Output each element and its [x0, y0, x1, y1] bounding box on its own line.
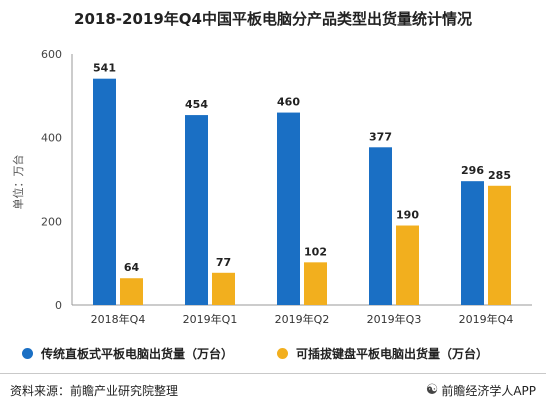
data-label: 377	[369, 130, 392, 143]
y-tick-label: 600	[41, 48, 62, 61]
data-label: 454	[185, 98, 208, 111]
data-label: 64	[124, 261, 140, 274]
qianzhan-logo-icon: ☯	[425, 382, 439, 398]
data-label: 296	[461, 164, 484, 177]
data-label: 460	[277, 96, 300, 109]
x-tick-label: 2019年Q3	[367, 312, 422, 326]
y-tick-label: 200	[41, 215, 62, 228]
bar	[185, 115, 208, 306]
bar	[488, 185, 511, 305]
bar-chart: 0 200 400 600 2018年Q4 2019年Q1 2019年Q2 2019年Q3 20…	[11, 48, 532, 326]
legend-swatch-detachable	[277, 347, 289, 359]
bar	[120, 278, 143, 305]
bar	[396, 225, 419, 305]
legend-item-detachable: 可插拔键盘平板电脑出货量（万台）	[277, 345, 488, 362]
footer: 资料来源：前瞻产业研究院整理 ☯ 前瞻经济学人APP	[0, 373, 546, 406]
legend-swatch-traditional	[22, 347, 33, 359]
data-label: 77	[216, 256, 231, 269]
data-label: 190	[396, 209, 419, 222]
brand-name: 前瞻经济学人APP	[441, 383, 536, 398]
x-tick-label: 2019年Q4	[459, 312, 514, 326]
y-tick-label: 400	[41, 132, 62, 145]
legend-label-traditional: 传统直板式平板电脑出货量（万台）	[41, 346, 234, 361]
data-label: 285	[488, 169, 511, 182]
x-tick-label: 2019年Q2	[275, 312, 330, 326]
legend-item-traditional: 传统直板式平板电脑出货量（万台）	[22, 345, 233, 362]
legend: 传统直板式平板电脑出货量（万台） 可插拔键盘平板电脑出货量（万台）	[22, 344, 532, 362]
bar	[304, 262, 327, 305]
bar	[277, 112, 300, 305]
legend-label-detachable: 可插拔键盘平板电脑出货量（万台）	[296, 346, 489, 361]
data-label: 541	[93, 62, 116, 75]
x-tick-label: 2019年Q1	[183, 312, 238, 326]
y-tick-label: 0	[55, 299, 62, 312]
x-tick-label: 2018年Q4	[91, 312, 146, 326]
bar	[93, 78, 116, 305]
y-axis-title: 单位：万台	[11, 155, 25, 210]
source-note: 资料来源：前瞻产业研究院整理	[10, 383, 179, 398]
chart-title: 2018-2019年Q4中国平板电脑分产品类型出货量统计情况	[74, 10, 472, 28]
bar	[369, 147, 392, 305]
brand: ☯ 前瞻经济学人APP	[426, 382, 536, 399]
bar	[212, 272, 235, 305]
bar	[461, 181, 484, 305]
data-label: 102	[304, 245, 327, 258]
